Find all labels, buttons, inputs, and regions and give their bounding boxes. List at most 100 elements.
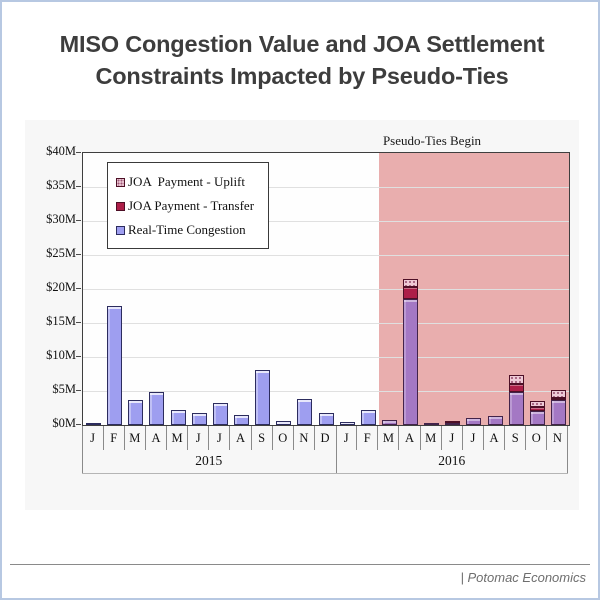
bar-segment-uplift-2016-N [550, 389, 566, 399]
x-axis: J F M A M J J A S O N D J F M A M J J A S O N 2015 2016 [82, 425, 568, 476]
y-tick-label-10M: $10M [46, 348, 76, 362]
bar-segment-congestion-2015-J [191, 413, 207, 425]
bar-segment-congestion-2016-A [403, 299, 419, 425]
legend-item-uplift: JOA Payment - Uplift [116, 170, 262, 194]
year-separator-1 [335, 425, 337, 473]
month-tick [292, 425, 294, 450]
y-tick-label-40M: $40M [46, 144, 76, 158]
bar-segment-transfer-2016-J [445, 420, 461, 423]
bar-segment-uplift-2016-O [529, 401, 545, 407]
legend: JOA Payment - Uplift JOA Payment - Transf… [107, 162, 269, 249]
x-axis-baseline [82, 472, 568, 474]
gridline-35M [83, 186, 569, 188]
month-label-2016-3: A [405, 430, 415, 445]
y-tick-mark [76, 151, 81, 153]
bar-segment-uplift-2016-S [508, 375, 524, 384]
y-tick-label-15M: $15M [46, 314, 76, 328]
bar-segment-congestion-2015-A [149, 392, 165, 425]
plot-area [82, 152, 570, 426]
month-label-2016-1: F [363, 430, 371, 445]
month-label-2016-10: N [552, 430, 562, 445]
y-tick-mark [76, 423, 81, 425]
month-label-2016-8: S [511, 430, 519, 445]
y-tick-label-5M: $5M [52, 382, 76, 396]
month-tick [123, 425, 125, 450]
month-label-2015-10: N [299, 430, 309, 445]
legend-label-congestion: Real-Time Congestion [128, 222, 246, 237]
bar-segment-uplift-2016-A [403, 278, 419, 287]
annotation-pseudo-ties-begin: Pseudo-Ties Begin [382, 133, 482, 148]
month-label-2015-6: J [216, 430, 222, 445]
month-label-2015-2: M [129, 430, 141, 445]
month-label-2015-5: J [195, 430, 201, 445]
month-tick [504, 425, 506, 450]
bar-segment-congestion-2015-J [212, 403, 228, 425]
year-separator-0 [82, 425, 83, 473]
month-tick [440, 425, 442, 450]
month-label-2016-0: J [343, 430, 349, 445]
month-label-2016-4: M [425, 430, 437, 445]
month-tick [250, 425, 252, 450]
page-title: MISO Congestion Value and JOA Settlement… [2, 28, 598, 92]
y-tick-label-25M: $25M [46, 246, 76, 260]
month-label-2015-1: F [110, 430, 118, 445]
month-label-2016-2: M [382, 430, 394, 445]
month-tick [313, 425, 315, 450]
y-tick-mark [76, 253, 81, 255]
y-tick-label-20M: $20M [46, 280, 76, 294]
month-tick [102, 425, 104, 450]
y-tick-mark [76, 321, 81, 323]
gridline-25M [83, 254, 569, 256]
month-label-2015-0: J [90, 430, 95, 445]
month-label-2015-9: O [278, 430, 288, 445]
bar-segment-transfer-2016-S [508, 383, 524, 393]
month-tick [461, 425, 463, 450]
footer-divider [10, 564, 590, 565]
month-tick [398, 425, 400, 450]
month-tick [525, 425, 527, 450]
month-tick [229, 425, 231, 450]
legend-item-congestion: Real-Time Congestion [116, 218, 262, 242]
month-tick [482, 425, 484, 450]
bar-segment-congestion-2016-A [487, 416, 503, 425]
bar-segment-congestion-2015-A [233, 415, 249, 425]
bar-segment-transfer-2016-A [403, 286, 419, 300]
month-label-2015-8: S [258, 430, 266, 445]
bar-segment-congestion-2015-O [276, 420, 292, 425]
month-label-2016-9: O [531, 430, 541, 445]
bar-segment-congestion-2015-F [107, 306, 123, 425]
month-tick [377, 425, 379, 450]
month-label-2015-7: A [235, 430, 245, 445]
month-label-2015-3: A [151, 430, 161, 445]
month-label-2016-7: A [489, 430, 499, 445]
month-label-2016-6: J [470, 430, 476, 445]
year-separator-2 [567, 425, 568, 473]
bar-segment-congestion-2016-M [424, 423, 440, 425]
gridline-30M [83, 220, 569, 222]
month-tick [356, 425, 358, 450]
chart-panel: Pseudo-Ties Begin $40M $35M $30M $25M $20M $1… [25, 120, 579, 510]
bar-segment-congestion-2016-J [339, 421, 355, 425]
month-tick [187, 425, 189, 450]
bar-segment-congestion-2016-J [466, 417, 482, 425]
legend-item-transfer: JOA Payment - Transfer [116, 194, 262, 218]
y-tick-label-35M: $35M [46, 178, 76, 192]
month-label-2015-11: D [320, 430, 330, 445]
y-tick-label-0M: $0M [52, 416, 76, 430]
bar-segment-congestion-2016-F [360, 410, 376, 425]
gridline-10M [83, 356, 569, 358]
y-tick-mark [76, 219, 81, 221]
legend-swatch-uplift [116, 177, 125, 187]
footer-brand: | Potomac Economics [460, 570, 586, 585]
bar-segment-congestion-2015-J [86, 422, 102, 425]
legend-swatch-congestion [116, 225, 125, 235]
y-tick-mark [76, 389, 81, 391]
month-tick [419, 425, 421, 450]
month-tick [271, 425, 273, 450]
month-tick [208, 425, 210, 450]
bar-segment-transfer-2016-O [529, 406, 545, 412]
bar-segment-congestion-2015-M [128, 399, 144, 425]
gridline-5M [83, 390, 569, 392]
year-label-2015: 2015 [195, 452, 223, 468]
